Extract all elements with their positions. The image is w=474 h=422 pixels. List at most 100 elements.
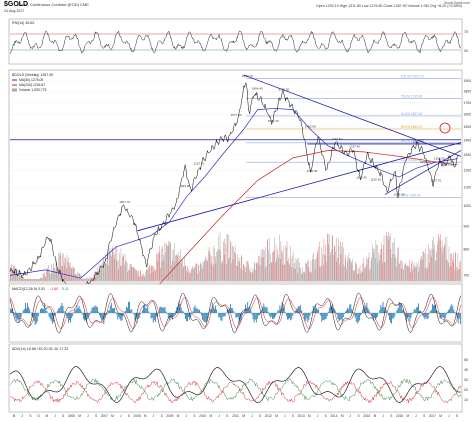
macd-histogram-bar xyxy=(418,303,419,313)
volume-bar xyxy=(28,279,29,281)
macd-histogram-bar xyxy=(125,306,127,313)
macd-histogram-bar xyxy=(314,304,316,313)
volume-bar xyxy=(112,247,113,281)
volume-bar xyxy=(432,240,433,281)
price-tick-label: 1000 xyxy=(464,204,472,208)
volume-bar xyxy=(407,266,408,281)
volume-bar xyxy=(251,272,253,281)
volume-bar xyxy=(344,266,345,281)
volume-bar xyxy=(277,254,279,281)
price-tick-label: 1700 xyxy=(464,101,472,105)
volume-bar xyxy=(126,262,128,281)
volume-bar xyxy=(31,279,33,281)
volume-bar xyxy=(225,243,226,281)
volume-bar xyxy=(389,233,391,281)
macd-histogram-bar xyxy=(454,312,456,313)
volume-bar xyxy=(426,254,428,281)
volume-bar xyxy=(240,268,241,281)
macd-histogram-bar xyxy=(92,306,94,313)
volume-bar xyxy=(55,258,57,281)
volume-bar xyxy=(264,250,265,281)
volume-bar xyxy=(38,279,39,281)
macd-histogram-bar xyxy=(366,302,368,313)
volume-bar xyxy=(459,269,461,281)
macd-histogram-bar xyxy=(334,308,336,313)
macd-histogram-bar xyxy=(45,308,47,313)
volume-bar xyxy=(299,261,300,281)
macd-histogram-bar xyxy=(269,313,271,318)
volume-bar xyxy=(268,237,270,281)
volume-bar xyxy=(292,251,294,281)
volume-bar xyxy=(49,272,51,281)
macd-histogram-bar xyxy=(95,306,97,313)
volume-bar xyxy=(449,266,450,281)
volume-bar xyxy=(79,273,81,281)
volume-bar xyxy=(223,241,224,281)
volume-bar xyxy=(229,257,230,281)
volume-bar xyxy=(320,267,321,281)
x-axis-label: S xyxy=(193,414,195,418)
macd-histogram-bar xyxy=(42,308,44,313)
x-axis-label: 2016 xyxy=(396,414,403,418)
x-axis-label: M xyxy=(144,414,147,418)
volume-bar xyxy=(324,254,325,281)
volume-bar xyxy=(171,265,172,281)
macd-histogram-bar xyxy=(91,308,93,313)
x-axis-label: M xyxy=(13,414,16,418)
volume-bar xyxy=(261,257,262,281)
macd-histogram-bar xyxy=(136,313,138,324)
volume-bar xyxy=(128,270,129,281)
volume-bar xyxy=(392,254,394,281)
macd-histogram-bar xyxy=(374,313,375,318)
fib-level-label: 78.6% 1735.60 xyxy=(401,95,423,99)
volume-bar xyxy=(317,251,318,281)
volume-bar xyxy=(248,264,249,281)
macd-histogram-bar xyxy=(232,308,234,313)
volume-bar xyxy=(59,250,61,281)
macd-histogram-bar xyxy=(101,313,103,321)
macd-histogram-bar xyxy=(340,313,342,320)
macd-histogram-bar xyxy=(157,313,158,317)
volume-bar xyxy=(350,259,351,281)
macd-histogram-bar xyxy=(79,309,81,313)
x-axis-label: J xyxy=(382,414,384,418)
volume-bar xyxy=(450,266,452,281)
macd-histogram-bar xyxy=(336,313,338,315)
macd-histogram-bar xyxy=(36,313,38,322)
volume-bar xyxy=(326,261,327,281)
volume-bar xyxy=(384,262,385,281)
macd-histogram-bar xyxy=(191,313,193,315)
volume-bar xyxy=(150,265,152,281)
volume-bar xyxy=(69,265,70,281)
volume-bar xyxy=(279,234,280,281)
macd-histogram-bar xyxy=(204,313,206,323)
volume-bar xyxy=(322,254,323,281)
volume-bar xyxy=(406,265,407,281)
macd-histogram-bar xyxy=(28,306,30,313)
macd-histogram-bar xyxy=(222,313,224,317)
macd-histogram-bar xyxy=(60,305,62,313)
macd-histogram-bar xyxy=(275,313,277,317)
volume-bar xyxy=(418,261,420,281)
volume-bar xyxy=(303,271,305,281)
macd-panel: MACD(12,26,9) 3.51 -1.60 5.11 xyxy=(8,283,463,343)
macd-histogram-bar xyxy=(80,311,82,313)
macd-histogram-bar xyxy=(450,306,452,313)
volume-bar xyxy=(340,254,342,281)
macd-histogram-bar xyxy=(218,313,220,318)
volume-bar xyxy=(228,234,230,281)
x-axis-label: S xyxy=(29,414,31,418)
macd-histogram-bar xyxy=(268,313,270,316)
volume-bar xyxy=(331,249,332,281)
macd-histogram-bar xyxy=(345,311,346,313)
volume-bar xyxy=(309,271,310,281)
price-tick-label: 1600 xyxy=(464,113,472,117)
volume-bar xyxy=(39,279,40,281)
volume-bar xyxy=(24,279,25,281)
macd-histogram-bar xyxy=(320,313,322,316)
volume-bar xyxy=(374,258,376,281)
volume-bar xyxy=(63,253,64,281)
volume-bar xyxy=(380,249,381,281)
macd-histogram-bar xyxy=(376,313,377,318)
volume-bar xyxy=(186,266,188,281)
